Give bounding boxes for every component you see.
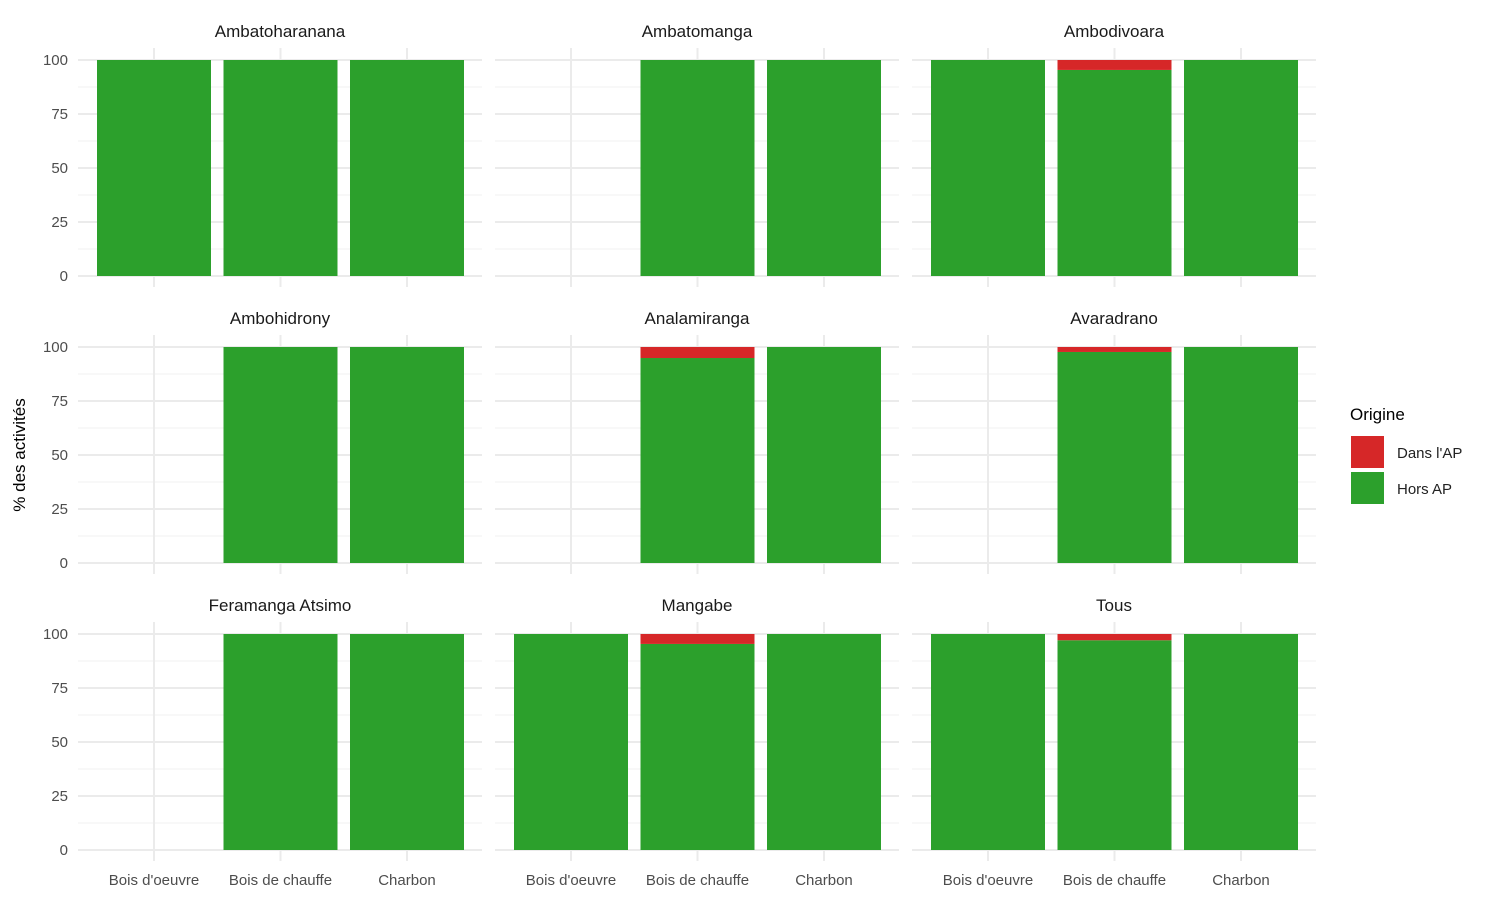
y-axis-title: % des activités	[10, 398, 29, 511]
bar-dans-ap	[1057, 347, 1172, 352]
x-tick-label: Bois d'oeuvre	[109, 872, 199, 889]
facet-panel: Mangabe Bois d'oeuvre Bois de chauffe Charb…	[495, 596, 899, 889]
y-tick-label: 0	[60, 842, 68, 859]
x-tick-label: Bois de chauffe	[646, 872, 749, 889]
x-tick-label: Charbon	[378, 872, 436, 889]
x-tick-label: Charbon	[795, 872, 853, 889]
facet-panel: Ambodivoara	[912, 22, 1316, 287]
bar-hors-ap	[640, 60, 755, 276]
bar-hors-ap	[350, 634, 464, 850]
bar-hors-ap	[767, 634, 881, 850]
bar-hors-ap	[767, 60, 881, 276]
legend-key-hors-ap	[1351, 472, 1384, 504]
x-tick-label: Bois d'oeuvre	[943, 872, 1033, 889]
bar-hors-ap	[1184, 347, 1298, 563]
bar-hors-ap	[223, 347, 338, 563]
y-tick-label: 0	[60, 555, 68, 572]
facet-title: Ambatoharanana	[215, 22, 346, 41]
legend: Origine Dans l'AP Hors AP	[1350, 405, 1462, 504]
bar-hors-ap	[1184, 634, 1298, 850]
y-tick-label: 50	[51, 160, 68, 177]
facet-title: Tous	[1096, 596, 1132, 615]
bar-hors-ap	[97, 60, 211, 276]
y-tick-label: 75	[51, 680, 68, 697]
x-tick-label: Bois de chauffe	[229, 872, 332, 889]
y-tick-label: 75	[51, 106, 68, 123]
legend-title: Origine	[1350, 405, 1405, 424]
facet-panel: Tous Bois d'oeuvre Bois de chauffe Charbon	[912, 596, 1316, 889]
bar-hors-ap	[350, 60, 464, 276]
y-tick-label: 75	[51, 393, 68, 410]
facet-title: Ambodivoara	[1064, 22, 1165, 41]
facet-panel: Ambatoharanana 0 25 50 75 100	[43, 22, 482, 287]
bar-hors-ap	[223, 60, 338, 276]
x-tick-label: Bois d'oeuvre	[526, 872, 616, 889]
facet-panel: Ambohidrony 0 25 50 75 100	[43, 309, 482, 574]
y-tick-label: 25	[51, 501, 68, 518]
y-tick-label: 50	[51, 734, 68, 751]
y-tick-label: 100	[43, 339, 68, 356]
bar-hors-ap	[1057, 640, 1172, 850]
facet-panel: Avaradrano	[912, 309, 1316, 574]
facet-title: Analamiranga	[645, 309, 750, 328]
bar-hors-ap	[223, 634, 338, 850]
facet-panel: Analamiranga	[495, 309, 899, 574]
y-tick-label: 25	[51, 214, 68, 231]
y-tick-label: 100	[43, 52, 68, 69]
bar-hors-ap	[931, 634, 1045, 850]
facet-panel: Feramanga Atsimo 0 25 50 75 100 Bois d'oeuvre B…	[43, 596, 482, 889]
bar-hors-ap	[931, 60, 1045, 276]
bar-hors-ap	[640, 643, 755, 850]
bar-hors-ap	[1184, 60, 1298, 276]
y-tick-label: 25	[51, 788, 68, 805]
legend-label-hors-ap: Hors AP	[1397, 481, 1452, 498]
bar-hors-ap	[350, 347, 464, 563]
bar-hors-ap	[1057, 351, 1172, 563]
bar-dans-ap	[640, 347, 755, 359]
legend-label-dans-ap: Dans l'AP	[1397, 445, 1462, 462]
facet-title: Feramanga Atsimo	[209, 596, 352, 615]
y-tick-label: 100	[43, 626, 68, 643]
facet-title: Mangabe	[662, 596, 733, 615]
x-tick-label: Bois de chauffe	[1063, 872, 1166, 889]
bar-hors-ap	[1057, 69, 1172, 276]
bar-dans-ap	[640, 634, 755, 644]
bar-hors-ap	[514, 634, 628, 850]
legend-key-dans-ap	[1351, 436, 1384, 468]
y-tick-label: 50	[51, 447, 68, 464]
y-tick-label: 0	[60, 268, 68, 285]
bar-hors-ap	[640, 358, 755, 563]
bar-hors-ap	[767, 347, 881, 563]
facet-panel: Ambatomanga	[495, 22, 899, 287]
facet-title: Ambohidrony	[230, 309, 331, 328]
facet-title: Avaradrano	[1070, 309, 1158, 328]
x-tick-label: Charbon	[1212, 872, 1270, 889]
bar-dans-ap	[1057, 60, 1172, 70]
bar-dans-ap	[1057, 634, 1172, 641]
facet-title: Ambatomanga	[642, 22, 753, 41]
